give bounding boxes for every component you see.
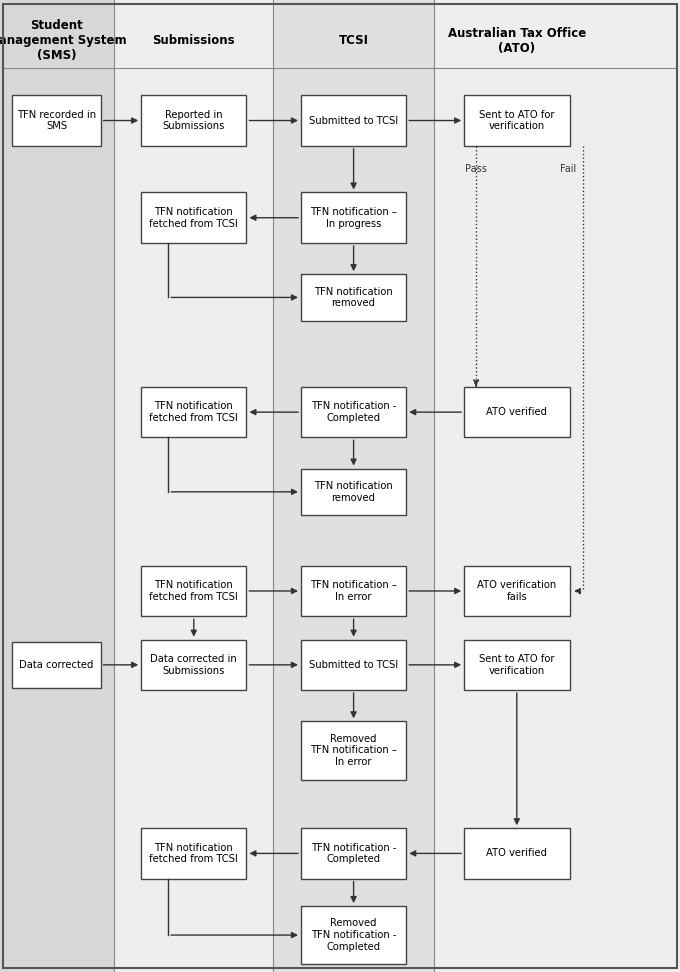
Bar	[301, 95, 407, 146]
Text: ATO verified: ATO verified	[486, 849, 547, 858]
Text: TFN notification
removed: TFN notification removed	[314, 481, 393, 503]
Bar	[141, 192, 246, 243]
Bar	[464, 566, 570, 616]
Bar	[141, 387, 246, 437]
Text: Sent to ATO for
verification: Sent to ATO for verification	[479, 110, 555, 131]
Bar	[301, 828, 407, 879]
Text: TFN notification
fetched from TCSI: TFN notification fetched from TCSI	[150, 207, 238, 228]
Bar	[273, 0, 434, 972]
Text: TCSI: TCSI	[339, 34, 369, 48]
Bar	[141, 640, 246, 690]
Text: Removed
TFN notification -
Completed: Removed TFN notification - Completed	[311, 919, 396, 952]
Text: Student
Management System
(SMS): Student Management System (SMS)	[0, 19, 126, 62]
Text: Australian Tax Office
(ATO): Australian Tax Office (ATO)	[447, 27, 586, 54]
Text: Fail: Fail	[560, 164, 577, 174]
Text: Removed
TFN notification –
In error: Removed TFN notification – In error	[310, 734, 397, 767]
Text: TFN recorded in
SMS: TFN recorded in SMS	[17, 110, 96, 131]
Text: TFN notification -
Completed: TFN notification - Completed	[311, 401, 396, 423]
Text: Pass: Pass	[465, 164, 487, 174]
Bar	[141, 566, 246, 616]
Text: TFN notification
fetched from TCSI: TFN notification fetched from TCSI	[150, 843, 238, 864]
Bar	[12, 642, 101, 688]
Text: ATO verified: ATO verified	[486, 407, 547, 417]
Text: Data corrected: Data corrected	[19, 660, 94, 670]
Bar	[464, 640, 570, 690]
Bar	[464, 828, 570, 879]
Bar	[301, 192, 407, 243]
Bar	[301, 566, 407, 616]
Bar	[0, 0, 114, 972]
Text: Submitted to TCSI: Submitted to TCSI	[309, 660, 398, 670]
Text: Submissions: Submissions	[152, 34, 235, 48]
Text: TFN notification
fetched from TCSI: TFN notification fetched from TCSI	[150, 401, 238, 423]
Bar	[301, 721, 407, 780]
Text: TFN notification
fetched from TCSI: TFN notification fetched from TCSI	[150, 580, 238, 602]
Text: Reported in
Submissions: Reported in Submissions	[163, 110, 225, 131]
Text: Data corrected in
Submissions: Data corrected in Submissions	[150, 654, 237, 676]
Text: ATO verification
fails: ATO verification fails	[477, 580, 556, 602]
Text: TFN notification –
In progress: TFN notification – In progress	[310, 207, 397, 228]
Bar	[114, 0, 273, 972]
Bar	[301, 274, 407, 321]
Text: TFN notification -
Completed: TFN notification - Completed	[311, 843, 396, 864]
Bar	[434, 0, 680, 972]
Bar	[464, 95, 570, 146]
Bar	[301, 387, 407, 437]
Text: TFN notification
removed: TFN notification removed	[314, 287, 393, 308]
Bar	[141, 828, 246, 879]
Text: Sent to ATO for
verification: Sent to ATO for verification	[479, 654, 555, 676]
Bar	[12, 95, 101, 146]
Text: Submitted to TCSI: Submitted to TCSI	[309, 116, 398, 125]
Bar	[301, 469, 407, 515]
Bar	[141, 95, 246, 146]
Bar	[464, 387, 570, 437]
Bar	[301, 906, 407, 964]
Text: TFN notification –
In error: TFN notification – In error	[310, 580, 397, 602]
Bar	[301, 640, 407, 690]
